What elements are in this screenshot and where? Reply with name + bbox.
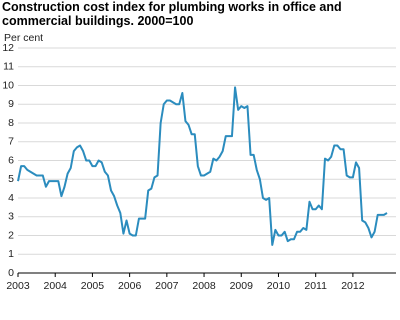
x-tick-label: 2006	[118, 280, 142, 292]
x-tick-label: 2005	[81, 280, 105, 292]
y-tick-label: 3	[8, 211, 14, 223]
x-tick-label: 2003	[6, 280, 30, 292]
y-tick-label: 2	[8, 229, 14, 241]
y-tick-label: 4	[8, 192, 14, 204]
y-tick-label: 12	[2, 42, 14, 54]
x-tick-label: 2011	[304, 280, 327, 292]
data-line	[17, 86, 388, 246]
y-tick-label: 9	[8, 98, 14, 110]
y-tick-label: 6	[8, 154, 14, 166]
y-tick-label: 7	[8, 136, 14, 148]
y-tick-label: 11	[3, 61, 14, 73]
x-tick-label: 2009	[230, 280, 254, 292]
y-tick-label: 10	[2, 79, 14, 91]
chart-title: Construction cost index for plumbing wor…	[2, 0, 342, 28]
x-tick-label: 2008	[192, 280, 216, 292]
y-tick-label: 8	[8, 117, 14, 129]
y-tick-label: 1	[8, 248, 14, 260]
x-tick-label: 2010	[267, 280, 291, 292]
x-tick-label: 2007	[155, 280, 179, 292]
x-tick-label: 2004	[44, 280, 68, 292]
y-tick-label: 5	[8, 173, 14, 185]
y-axis-label: Per cent	[4, 32, 43, 44]
x-tick-label: 2012	[341, 280, 365, 292]
y-tick-label: 0	[8, 267, 14, 279]
